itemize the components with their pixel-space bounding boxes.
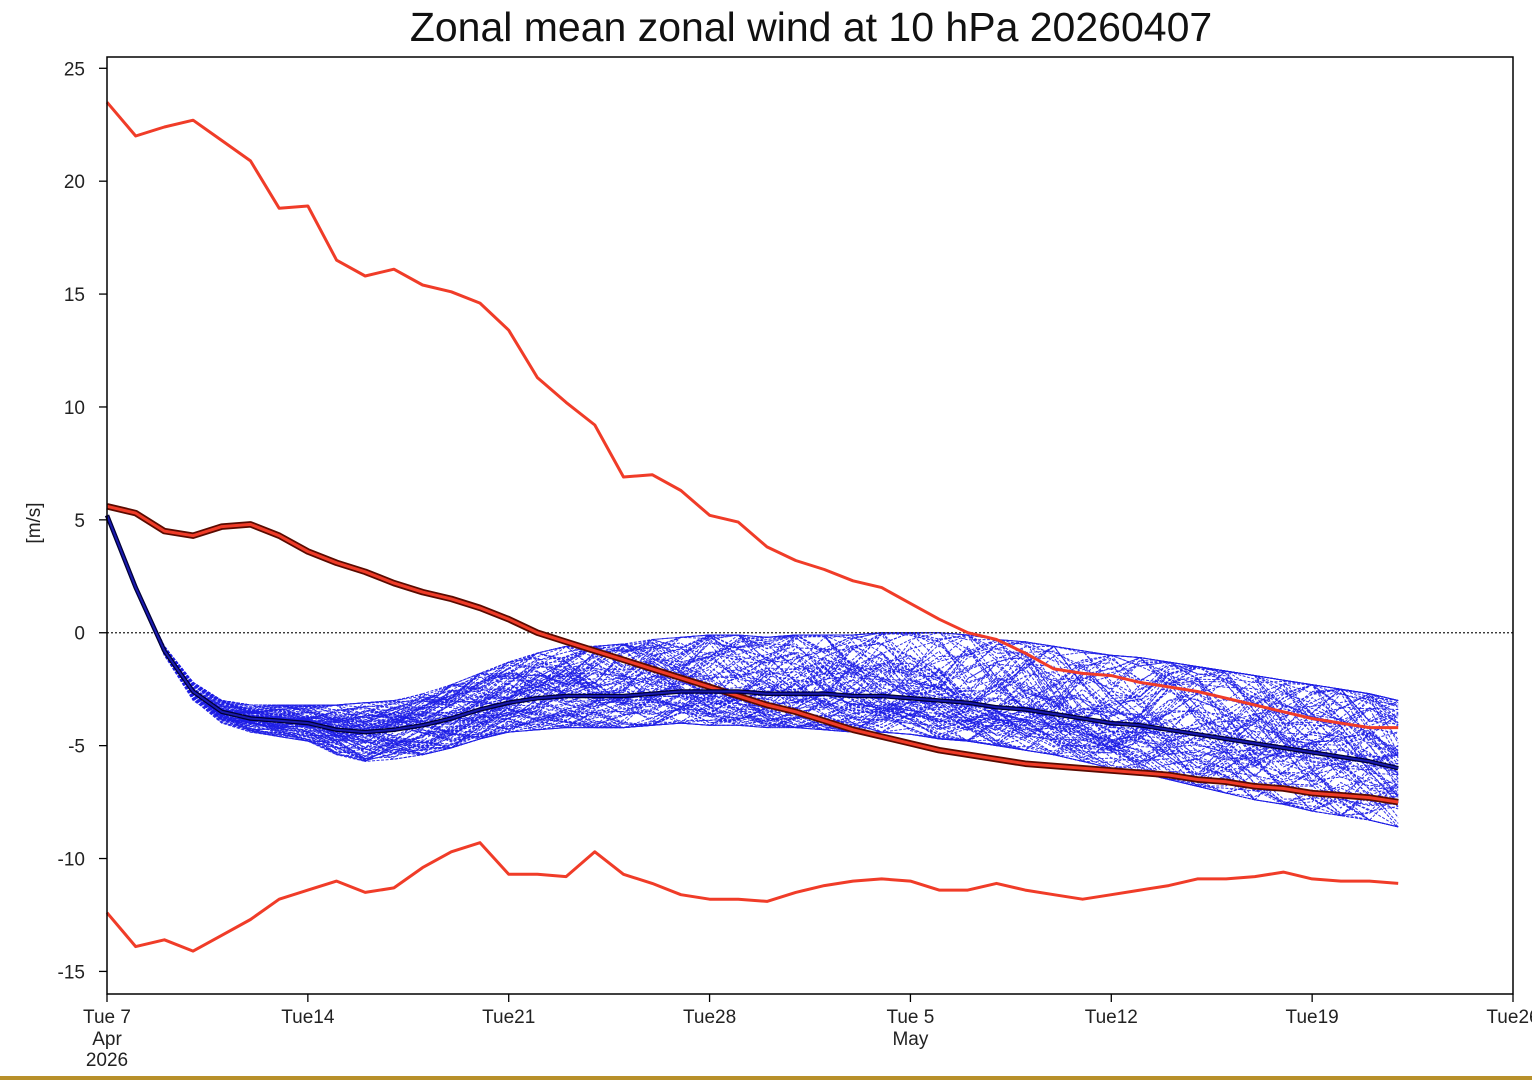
y-axis-label: [m/s] xyxy=(24,502,45,543)
x-tick-sublabel: May xyxy=(892,1029,928,1050)
ensemble-member-line xyxy=(106,515,1399,816)
y-tick-label: 5 xyxy=(74,511,85,532)
y-tick-label: -15 xyxy=(58,962,85,983)
ensemble-member-line xyxy=(106,515,1399,777)
ensemble-member-line xyxy=(106,515,1399,796)
ensemble-member-line xyxy=(106,515,1399,729)
ensemble-member-line xyxy=(106,515,1399,741)
ensemble-member-line xyxy=(106,515,1399,828)
ensemble-member-line xyxy=(106,515,1399,748)
ensemble-member-line xyxy=(106,515,1399,742)
y-tick-label: 15 xyxy=(64,285,85,306)
y-tick-label: 10 xyxy=(64,398,85,419)
ensemble-mean-line xyxy=(106,514,1399,770)
ensemble-member-line xyxy=(106,515,1399,759)
ensemble-member-line xyxy=(106,515,1399,775)
x-tick-label: Tue 5 xyxy=(886,1007,934,1028)
ensemble-member-line xyxy=(106,515,1399,721)
bottom-border xyxy=(0,1076,1532,1080)
y-tick-label: -10 xyxy=(58,850,85,871)
ensemble-member-line xyxy=(106,515,1399,803)
plot-area xyxy=(107,57,1513,994)
ensemble-member-line xyxy=(106,515,1399,767)
ensemble-member-line xyxy=(106,515,1399,812)
y-tick-label: 20 xyxy=(64,172,85,193)
x-tick-label: Tue21 xyxy=(482,1007,535,1028)
y-tick-label: 25 xyxy=(64,59,85,80)
chart-title: Zonal mean zonal wind at 10 hPa 20260407 xyxy=(409,4,1213,50)
climatology-min-line xyxy=(105,841,1399,953)
x-tick-label: Tue12 xyxy=(1085,1007,1138,1028)
ensemble-member-line xyxy=(106,515,1399,783)
ensemble-member-line xyxy=(106,515,1399,735)
ensemble-member-line xyxy=(106,515,1399,742)
y-tick-label: -5 xyxy=(68,737,85,758)
ensemble-member-line xyxy=(106,515,1399,763)
x-tick-label: Tue26 xyxy=(1486,1007,1532,1028)
ensemble-member-line xyxy=(106,515,1399,772)
ensemble-member-line xyxy=(106,515,1399,790)
ensemble-member-line xyxy=(106,515,1399,762)
x-tick-label: Tue28 xyxy=(683,1007,736,1028)
x-tick-label: Tue19 xyxy=(1286,1007,1339,1028)
ensemble-member-line xyxy=(106,515,1399,817)
ensemble-member-line xyxy=(106,515,1399,758)
ensemble-member-line xyxy=(106,515,1399,828)
x-tick-label: Tue14 xyxy=(281,1007,335,1028)
plot-frame xyxy=(106,56,1514,995)
ensemble-member-line xyxy=(106,515,1399,771)
ensemble-member-line xyxy=(106,515,1399,809)
y-tick-label: 0 xyxy=(74,624,85,645)
x-tick-label: Tue 7 xyxy=(83,1007,131,1028)
x-tick-sublabel: Apr xyxy=(92,1029,122,1050)
ensemble-member-line xyxy=(106,515,1399,744)
climatology-mean-line xyxy=(106,504,1399,804)
ensemble-member-line xyxy=(106,515,1399,725)
ensemble-member-line xyxy=(106,515,1399,779)
ensemble-member-line xyxy=(106,515,1399,804)
climatology-max-line xyxy=(105,101,1399,730)
ensemble-member-line xyxy=(106,515,1399,772)
x-tick-sublabel: 2026 xyxy=(86,1050,128,1071)
